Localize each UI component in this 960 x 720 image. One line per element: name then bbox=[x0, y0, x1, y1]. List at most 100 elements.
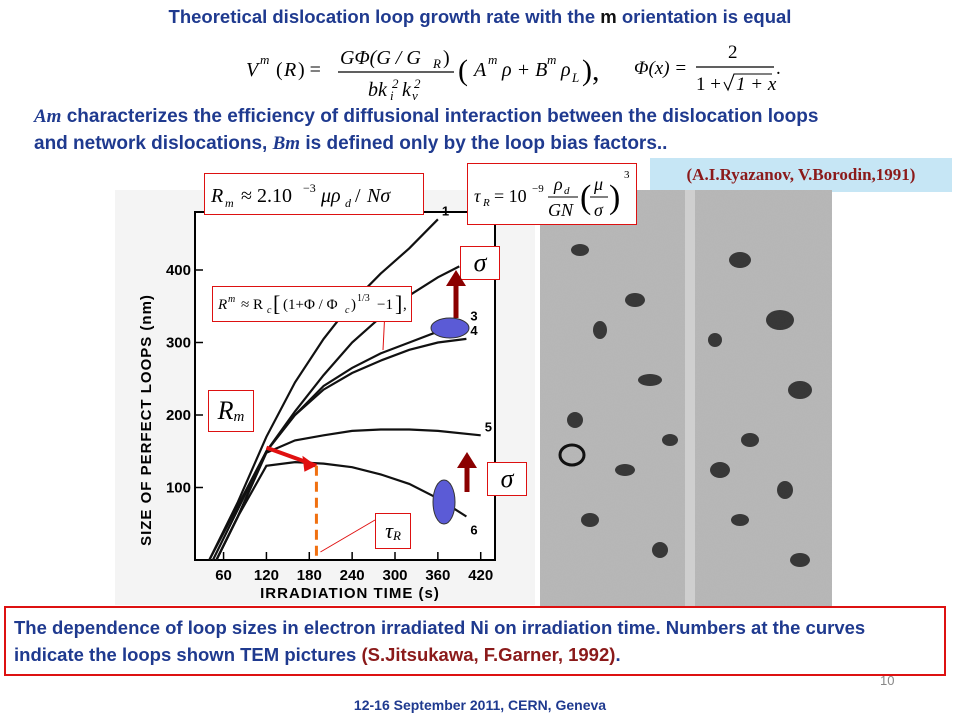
lower-arrow bbox=[457, 452, 477, 492]
x-tick-label: 300 bbox=[382, 567, 407, 584]
tangent-arrowhead bbox=[302, 455, 317, 472]
y-tick-label: 300 bbox=[166, 335, 191, 352]
x-tick-label: 360 bbox=[425, 567, 450, 584]
slide-title: Theoretical dislocation loop growth rate… bbox=[0, 6, 960, 28]
x-tick-label: 120 bbox=[254, 567, 279, 584]
series-label-3: 3 bbox=[470, 308, 477, 323]
svg-text:GΦ(G / G: GΦ(G / G bbox=[340, 47, 421, 69]
series-line-1 bbox=[208, 218, 439, 561]
svg-text:(: ( bbox=[458, 54, 468, 87]
x-tick-label: 240 bbox=[340, 567, 365, 584]
line2-text-a: and network dislocations, bbox=[34, 133, 273, 154]
series-label-1: 1 bbox=[442, 203, 449, 218]
svg-text:= 10: = 10 bbox=[494, 186, 527, 206]
svg-text:σ: σ bbox=[594, 200, 604, 220]
am-term: Am bbox=[34, 106, 62, 127]
svg-text:d: d bbox=[345, 196, 352, 210]
svg-text:R: R bbox=[210, 185, 223, 207]
svg-text:Φ(x) =: Φ(x) = bbox=[634, 58, 687, 79]
svg-text:): ) bbox=[609, 179, 620, 216]
x-axis-label: IRRADIATION TIME (s) bbox=[260, 585, 440, 602]
tau-label: τ bbox=[385, 518, 393, 543]
page-number: 10 bbox=[880, 673, 895, 688]
figure-caption: The dependence of loop sizes in electron… bbox=[4, 606, 946, 676]
svg-text:1 +: 1 + bbox=[696, 74, 721, 95]
svg-text:bk: bk bbox=[368, 79, 388, 101]
svg-text:−3: −3 bbox=[303, 181, 316, 195]
svg-text:k: k bbox=[402, 79, 412, 101]
svg-text:c: c bbox=[267, 305, 272, 316]
x-tick-label: 60 bbox=[215, 567, 232, 584]
rm-label: R bbox=[217, 396, 234, 425]
svg-text:3: 3 bbox=[624, 169, 630, 181]
svg-text:GN: GN bbox=[548, 200, 574, 220]
svg-text:μ: μ bbox=[593, 174, 603, 194]
svg-text:2: 2 bbox=[392, 76, 399, 91]
svg-text:2: 2 bbox=[728, 42, 738, 63]
description-line-2: and network dislocations, Bm is defined … bbox=[34, 131, 944, 157]
svg-text:A: A bbox=[472, 59, 487, 81]
svg-text:) =: ) = bbox=[298, 59, 321, 81]
svg-text:L: L bbox=[571, 70, 579, 85]
svg-text:,: , bbox=[403, 297, 407, 313]
svg-text:m: m bbox=[225, 196, 234, 210]
reference-ryazanov: (A.I.Ryazanov, V.Borodin,1991) bbox=[650, 158, 952, 192]
phi-formula: Φ(x) = 2 1 + 1 + x . bbox=[634, 42, 781, 95]
tem-micrograph bbox=[540, 190, 832, 608]
svg-text:ν: ν bbox=[412, 88, 418, 102]
line1-text: characterizes the efficiency of diffusio… bbox=[61, 106, 819, 127]
series-line-3 bbox=[211, 323, 467, 561]
loop-ellipse-lower bbox=[432, 479, 456, 525]
tau-pointer-line bbox=[320, 519, 376, 553]
svg-text:m: m bbox=[488, 52, 497, 67]
svg-text:R: R bbox=[283, 59, 296, 81]
svg-text:[: [ bbox=[273, 291, 280, 316]
svg-text:2: 2 bbox=[414, 76, 421, 91]
sigma-box-lower: σ bbox=[487, 462, 527, 496]
series-line-5 bbox=[215, 428, 481, 561]
svg-text:−9: −9 bbox=[532, 183, 544, 195]
svg-text:1 + x: 1 + x bbox=[736, 74, 777, 95]
svg-text:]: ] bbox=[395, 291, 402, 316]
caption-citation: (S.Jitsukawa, F.Garner, 1992) bbox=[361, 644, 616, 665]
svg-text:R: R bbox=[432, 56, 441, 71]
svg-text:/: / bbox=[355, 185, 361, 207]
chart-lines: 123456 bbox=[208, 203, 492, 561]
svg-text:μρ: μρ bbox=[320, 185, 341, 207]
svg-text:−1: −1 bbox=[377, 297, 393, 313]
svg-text:): ) bbox=[351, 297, 356, 313]
svg-text:i: i bbox=[390, 88, 394, 102]
svg-text:m: m bbox=[228, 294, 235, 305]
svg-text:c: c bbox=[345, 305, 350, 316]
svg-text:τ: τ bbox=[474, 186, 481, 206]
caption-end: . bbox=[615, 644, 621, 665]
svg-text:ρ: ρ bbox=[553, 174, 563, 194]
svg-text:≈ R: ≈ R bbox=[241, 297, 263, 313]
svg-text:ρ: ρ bbox=[560, 59, 571, 81]
sigma-lower: σ bbox=[500, 464, 514, 493]
title-suffix: orientation is equal bbox=[616, 6, 792, 27]
description-line-1: Am characterizes the efficiency of diffu… bbox=[34, 104, 944, 130]
svg-text:d: d bbox=[564, 185, 570, 197]
upper-arrow bbox=[446, 270, 466, 318]
svg-text:≈ 2.10: ≈ 2.10 bbox=[241, 185, 292, 207]
y-tick-label: 100 bbox=[166, 480, 191, 497]
svg-text:m: m bbox=[260, 52, 269, 67]
svg-text:(: ( bbox=[276, 59, 283, 81]
caption-text: The dependence of loop sizes in electron… bbox=[14, 617, 866, 665]
y-axis-label: SIZE OF PERFECT LOOPS (nm) bbox=[138, 294, 155, 546]
line2-text-b: is defined only by the loop bias factors… bbox=[300, 133, 668, 154]
svg-text:Nσ: Nσ bbox=[366, 185, 391, 207]
series-label-5: 5 bbox=[485, 419, 492, 434]
bm-term: Bm bbox=[272, 133, 301, 154]
svg-text:): ) bbox=[443, 47, 450, 69]
series-line-6 bbox=[215, 460, 467, 561]
series-label-4: 4 bbox=[470, 323, 478, 338]
rm-label-sub: m bbox=[233, 408, 245, 425]
